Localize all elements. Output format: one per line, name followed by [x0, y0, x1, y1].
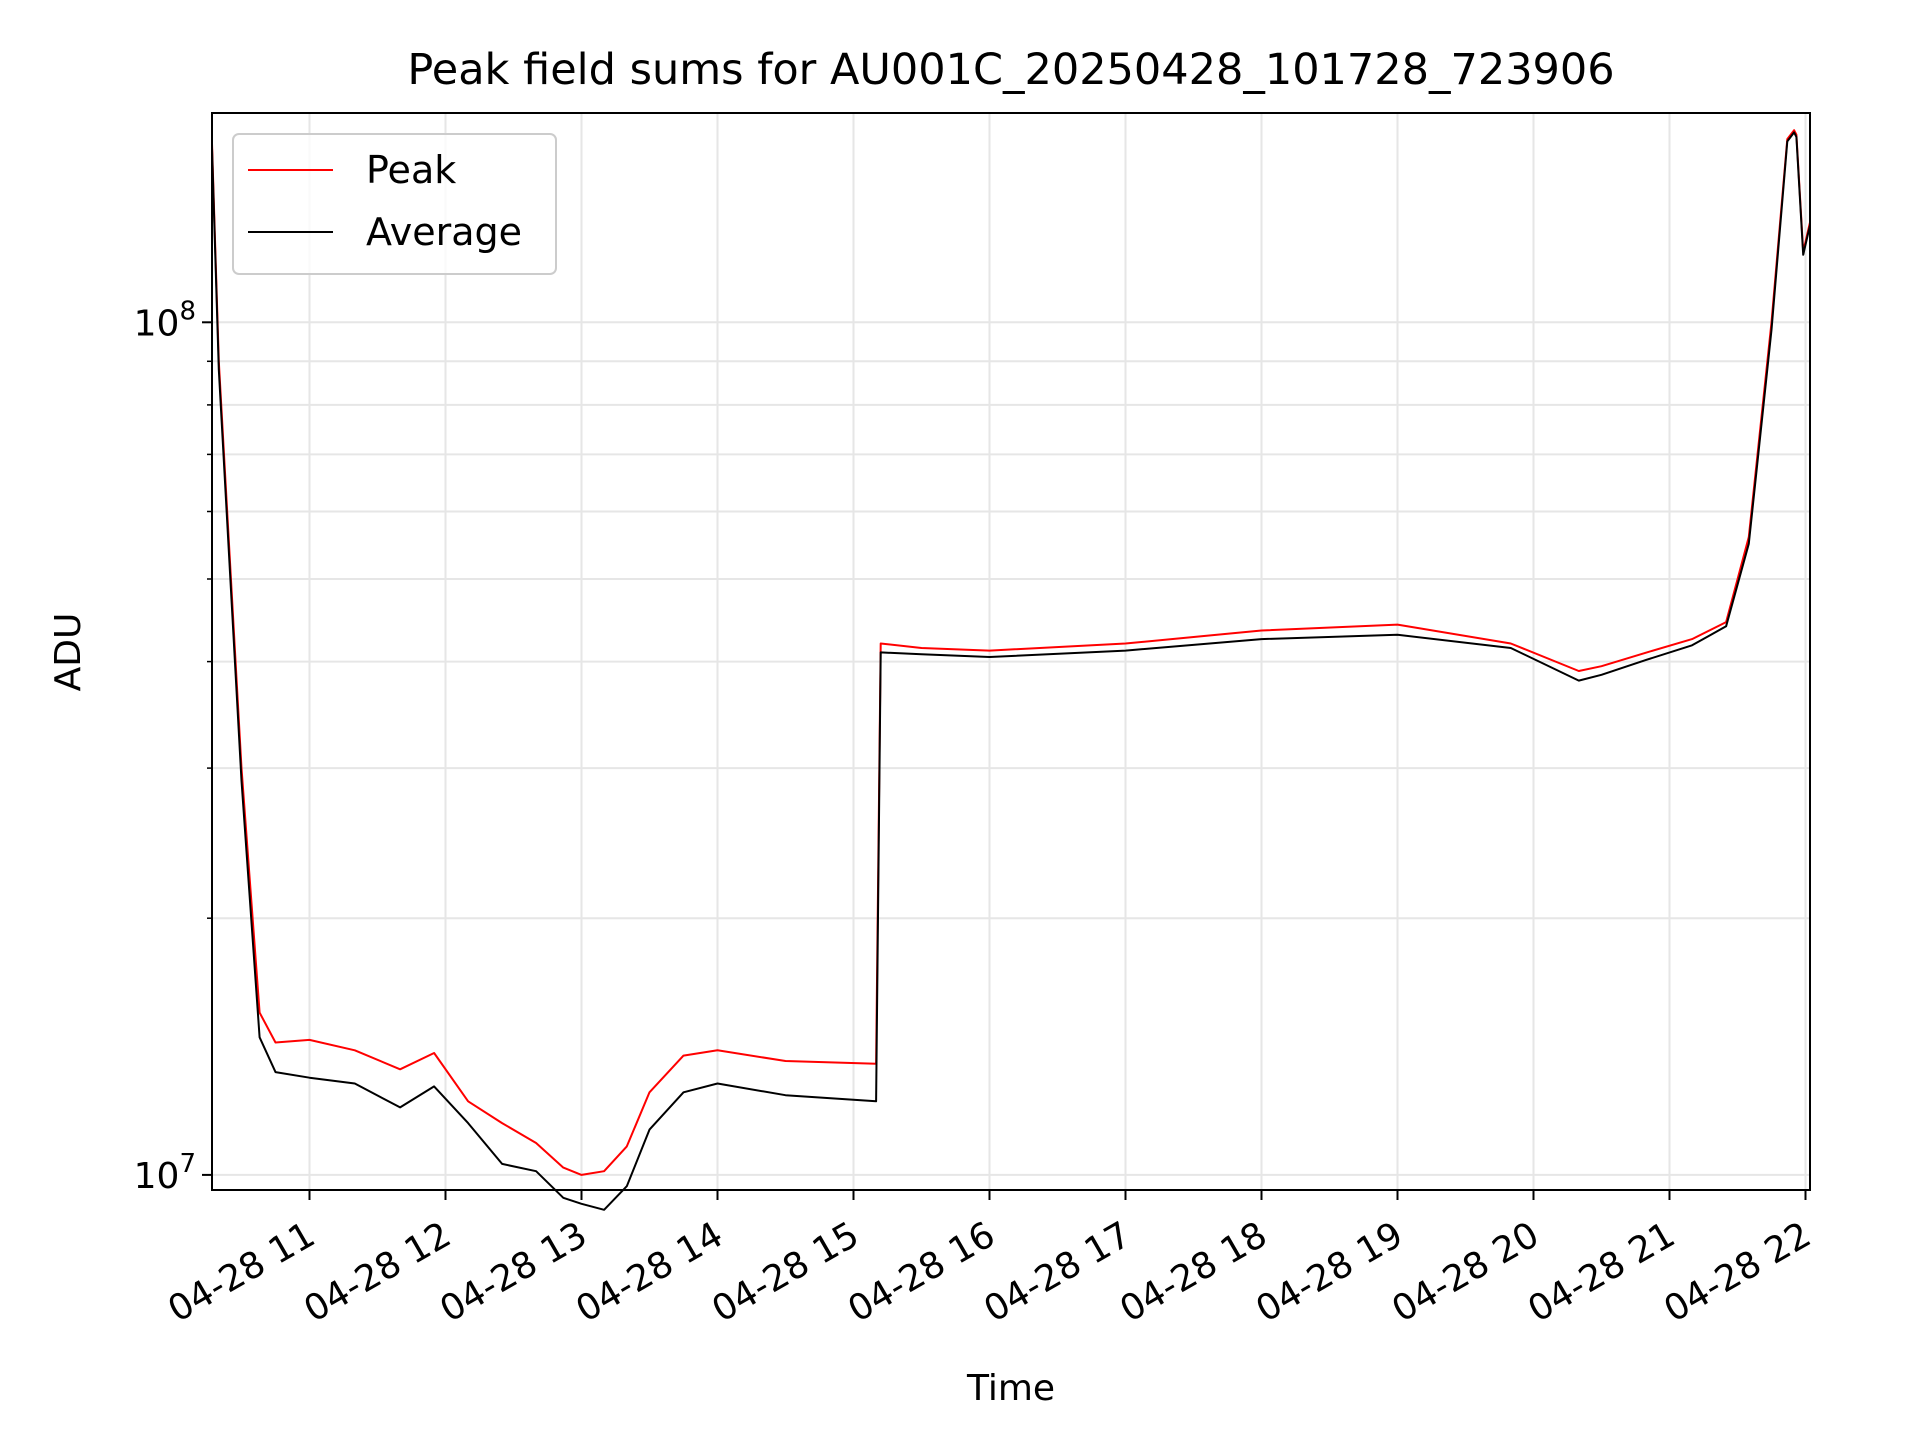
- grid: [212, 113, 1810, 1190]
- legend-label-average: Average: [366, 210, 522, 254]
- y-tick-label-exponent: 7: [179, 1149, 196, 1179]
- y-tick-label-base: 10: [134, 1156, 180, 1197]
- x-axis-title: Time: [966, 1368, 1055, 1409]
- plot-area: [211, 129, 1811, 1211]
- y-tick-label-exponent: 8: [179, 296, 196, 326]
- y-tick-label: 108: [134, 296, 196, 344]
- chart-title: Peak field sums for AU001C_20250428_1017…: [407, 45, 1614, 95]
- y-tick-label: 107: [134, 1149, 196, 1197]
- y-tick-label-base: 10: [134, 303, 180, 344]
- legend-label-peak: Peak: [366, 148, 456, 192]
- plot-frame: [211, 112, 1811, 1191]
- y-axis-title: ADU: [48, 613, 89, 692]
- series-line-average: [211, 131, 1811, 1211]
- series-line-peak: [211, 129, 1811, 1176]
- legend: Peak Average: [232, 133, 557, 275]
